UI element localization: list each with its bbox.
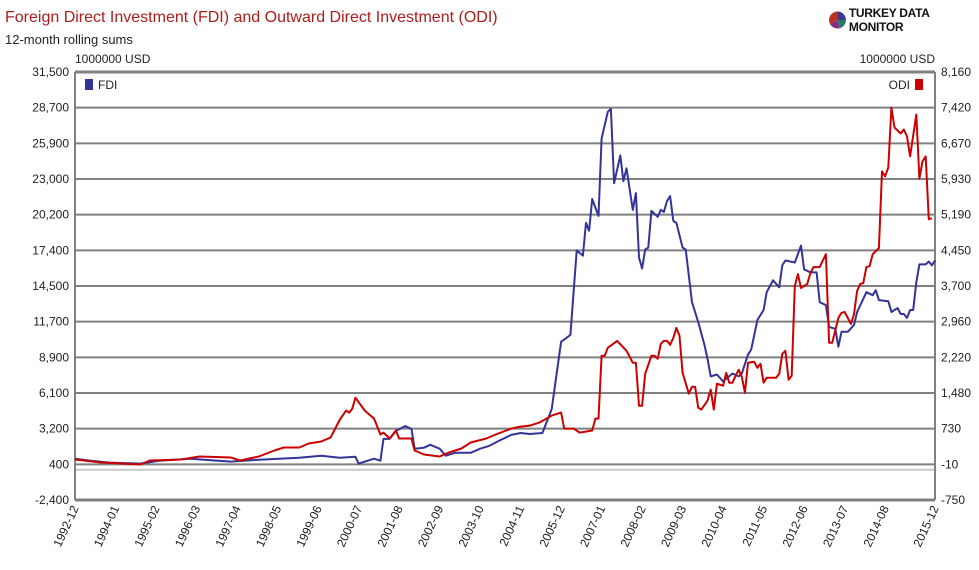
right-tick-label: 2,960 (941, 315, 971, 329)
x-tick-label: 2014-08 (861, 503, 892, 549)
left-axis-unit: 1000000 USD (75, 52, 151, 66)
legend-swatch-fdi (85, 79, 93, 90)
x-tick-label: 2012-06 (780, 503, 811, 549)
left-tick-label: 25,900 (32, 136, 69, 150)
legend-swatch-odi (915, 79, 923, 90)
left-tick-label: 6,100 (39, 386, 69, 400)
left-tick-label: 8,900 (39, 350, 69, 364)
x-tick-label: 2011-05 (739, 503, 770, 548)
x-tick-label: 1996-03 (172, 503, 203, 549)
right-tick-label: -10 (941, 457, 959, 471)
left-tick-label: 11,700 (33, 315, 69, 329)
right-axis-unit: 1000000 USD (860, 52, 936, 66)
left-tick-label: 400 (49, 457, 69, 471)
right-tick-label: 2,220 (941, 350, 971, 364)
right-tick-label: 5,190 (941, 208, 971, 222)
series-line-odi (74, 106, 933, 466)
chart-title: Foreign Direct Investment (FDI) and Outw… (5, 9, 498, 26)
x-tick-label: 1998-05 (253, 503, 284, 549)
x-tick-label: 2007-01 (577, 503, 608, 549)
left-tick-label: 20,200 (32, 208, 69, 222)
x-tick-label: 1999-06 (293, 503, 324, 549)
legend-label-odi: ODI (889, 78, 910, 92)
right-tick-label: 5,930 (941, 172, 971, 186)
x-tick-label: 2003-10 (455, 503, 486, 549)
x-tick-label: 2002-09 (415, 503, 446, 549)
x-tick-label: 1997-04 (212, 503, 243, 549)
x-tick-label: 2001-08 (374, 503, 405, 549)
x-tick-label: 2015-12 (910, 503, 941, 549)
right-tick-label: 3,700 (941, 279, 971, 293)
left-tick-label: 23,000 (32, 172, 69, 186)
x-tick-label: 2005-12 (537, 503, 568, 549)
left-tick-label: -2,400 (35, 493, 69, 507)
legend-label-fdi: FDI (98, 78, 117, 92)
chart-subtitle: 12-month rolling sums (5, 32, 133, 47)
x-tick-label: 2000-07 (334, 503, 365, 549)
left-tick-label: 3,200 (39, 422, 69, 436)
logo-text: TURKEY DATA MONITOR (848, 6, 930, 34)
series-line-fdi (74, 107, 936, 465)
left-tick-label: 28,700 (32, 101, 69, 115)
x-tick-label: 2009-03 (658, 503, 689, 549)
pie-logo-icon (829, 11, 846, 29)
right-tick-label: 7,420 (941, 101, 971, 115)
right-tick-label: 1,480 (941, 386, 971, 400)
x-tick-label: 2004-11 (496, 503, 527, 548)
left-tick-label: 14,500 (32, 279, 69, 293)
right-tick-label: 730 (941, 422, 961, 436)
right-tick-label: 8,160 (941, 65, 971, 79)
x-tick-label: 1995-02 (131, 503, 162, 549)
brand-logo: TURKEY DATA MONITOR (828, 6, 979, 34)
right-tick-label: 6,670 (941, 136, 971, 150)
x-tick-label: 2008-02 (618, 503, 649, 549)
left-tick-label: 17,400 (32, 243, 69, 257)
right-tick-label: -750 (941, 493, 965, 507)
left-tick-label: 31,500 (32, 65, 69, 79)
x-tick-label: 1994-01 (91, 503, 122, 549)
x-tick-label: 1992-12 (50, 503, 81, 549)
x-tick-label: 2010-04 (699, 503, 730, 549)
x-tick-label: 2013-07 (820, 503, 851, 549)
right-tick-label: 4,450 (941, 243, 971, 257)
